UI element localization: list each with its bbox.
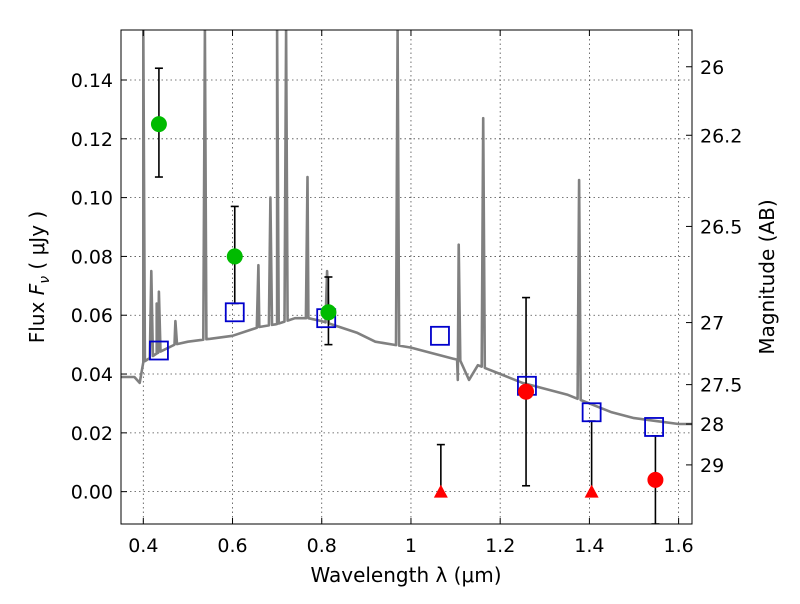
grid-lines — [121, 30, 692, 524]
circle-marker — [226, 248, 243, 265]
right-y-axis-title: Magnitude (AB) — [755, 199, 779, 354]
y-tick-label: 0.06 — [71, 305, 113, 327]
circle-marker — [647, 471, 664, 488]
error-bars-group — [154, 67, 660, 524]
y-tick-label: 0.04 — [71, 364, 113, 386]
x-tick-label: 1.2 — [485, 535, 515, 557]
y-tick-label: 0.08 — [71, 246, 113, 268]
right-y-tick-label: 26.5 — [700, 216, 742, 238]
open-square-marker — [430, 325, 450, 346]
x-tick-label: 1 — [405, 535, 417, 557]
x-tick-label: 1.6 — [664, 535, 694, 557]
circle-marker — [150, 116, 167, 133]
x-tick-label: 0.8 — [307, 535, 337, 557]
x-axis-title: Wavelength λ (μm) — [310, 563, 501, 587]
y-tick-label: 0.00 — [71, 482, 113, 504]
y-tick-label: 0.12 — [71, 129, 113, 151]
right-y-tick-label: 29 — [700, 455, 724, 477]
circle-marker — [320, 304, 337, 321]
right-y-tick-label: 26 — [700, 57, 724, 79]
axis-ticks — [121, 30, 692, 524]
right-y-tick-label: 28 — [700, 414, 724, 436]
y-axis-title: Flux Fν ( μJy ) — [25, 211, 53, 343]
open-square-marker — [644, 417, 664, 437]
open-square-marker — [581, 402, 602, 423]
circle-marker — [518, 383, 535, 400]
x-tick-label: 0.4 — [128, 535, 158, 557]
data-markers-group — [149, 116, 664, 498]
open-square-marker — [149, 340, 169, 361]
y-tick-label: 0.10 — [71, 188, 113, 210]
right-y-tick-label: 27.5 — [700, 375, 742, 397]
y-tick-label: 0.02 — [71, 423, 113, 445]
triangle-marker — [433, 484, 448, 498]
triangle-marker — [584, 484, 599, 498]
right-y-tick-label: 27 — [700, 313, 724, 335]
model-spectrum-line — [121, 30, 692, 426]
x-tick-label: 1.4 — [574, 535, 604, 557]
open-square-marker — [224, 302, 245, 323]
plot-area — [121, 30, 692, 524]
model-spectrum-group — [121, 30, 692, 426]
plot-frame — [120, 29, 693, 525]
x-tick-label: 0.6 — [217, 535, 247, 557]
y-tick-label: 0.14 — [71, 70, 113, 92]
right-y-tick-label: 26.2 — [700, 125, 742, 147]
axis-tick-labels: 0.4 0.6 0.8 1 1.2 1.4 1.6 0.00 0.02 0.04 0.06 0.08 0… — [71, 57, 743, 557]
